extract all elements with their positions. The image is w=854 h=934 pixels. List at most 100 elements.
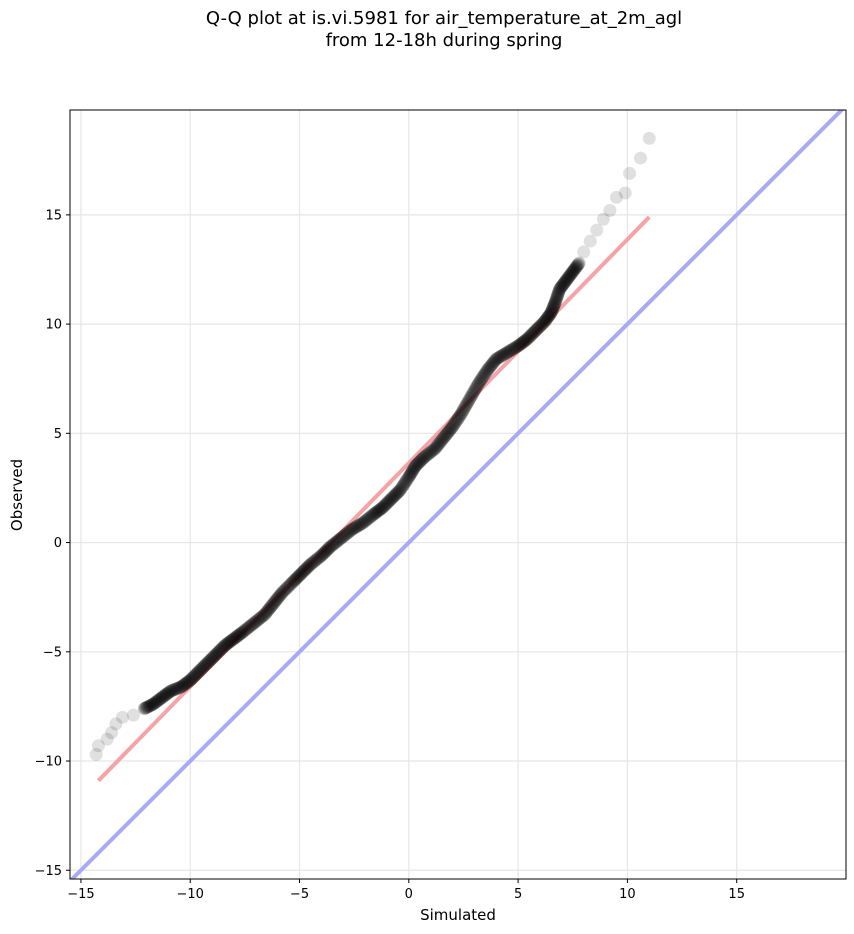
quantile-point — [231, 628, 245, 642]
quantile-point — [313, 550, 327, 564]
quantile-point — [89, 747, 103, 761]
quantile-point — [409, 458, 423, 472]
quantile-point — [403, 469, 417, 483]
quantile-point — [182, 674, 196, 688]
quantile-point — [529, 324, 543, 338]
quantile-point — [502, 345, 516, 359]
quantile-point — [224, 634, 238, 648]
quantile-point — [455, 405, 469, 419]
quantile-point — [408, 460, 422, 474]
quantile-point — [538, 314, 552, 328]
quantile-point — [542, 308, 556, 322]
y-tick-label: −10 — [35, 755, 62, 770]
quantile-point — [299, 562, 313, 576]
quantile-point — [275, 586, 289, 600]
quantile-point — [618, 186, 632, 200]
quantile-point — [324, 539, 338, 553]
quantile-point — [212, 645, 226, 659]
quantile-point — [177, 678, 191, 692]
quantile-point — [571, 258, 585, 272]
quantile-point — [361, 512, 375, 526]
quantile-point — [318, 545, 332, 559]
quantile-point — [321, 542, 335, 556]
quantile-point — [204, 652, 218, 666]
x-tick-label: 0 — [405, 887, 413, 902]
quantile-point — [462, 393, 476, 407]
quantile-point — [109, 717, 123, 731]
grid — [70, 110, 846, 879]
quantile-point — [137, 702, 151, 716]
quantile-point — [290, 571, 304, 585]
quantile-point — [377, 500, 391, 514]
quantile-point — [288, 573, 302, 587]
quantile-point — [185, 671, 199, 685]
quantile-point — [371, 504, 385, 518]
y-tick-label: 15 — [45, 208, 62, 223]
quantile-point — [214, 643, 228, 657]
quantile-point — [166, 683, 180, 697]
quantile-point — [337, 529, 351, 543]
quantile-point — [425, 444, 439, 458]
quantile-point — [564, 267, 578, 281]
quantile-point — [376, 501, 390, 515]
quantile-point — [520, 332, 534, 346]
quantile-point — [499, 346, 513, 360]
quantile-point — [393, 483, 407, 497]
quantile-point — [258, 608, 272, 622]
quantile-point — [323, 540, 337, 554]
quantile-point — [244, 619, 258, 633]
quantile-point — [415, 453, 429, 467]
quantile-point — [431, 438, 445, 452]
quantile-point — [543, 307, 557, 321]
quantile-point — [568, 261, 582, 275]
quantile-point — [372, 503, 386, 517]
y-tick-label: 0 — [54, 536, 62, 551]
quantile-point — [381, 495, 395, 509]
quantile-point — [286, 575, 300, 589]
quantile-point — [402, 470, 416, 484]
chart-title-line-1: Q-Q plot at is.vi.5981 for air_temperatu… — [205, 8, 683, 29]
quantile-point — [146, 697, 160, 711]
quantile-point — [168, 682, 182, 696]
quantile-point — [596, 212, 610, 226]
quantile-point — [394, 481, 408, 495]
quantile-point — [560, 272, 574, 286]
quantile-point — [178, 677, 192, 691]
quantile-point — [563, 268, 577, 282]
quantile-point — [272, 590, 286, 604]
quantile-point — [466, 386, 480, 400]
quantile-point — [144, 698, 158, 712]
quantile-point — [429, 440, 443, 454]
quantile-point — [530, 323, 544, 337]
quantile-point — [150, 694, 164, 708]
quantile-point — [435, 433, 449, 447]
quantile-point — [420, 448, 434, 462]
quantile-point — [572, 256, 586, 270]
quantile-point — [280, 580, 294, 594]
quantile-point — [512, 338, 526, 352]
quantile-point — [497, 347, 511, 361]
quantile-point — [385, 491, 399, 505]
quantile-point — [411, 457, 425, 471]
quantile-point — [247, 616, 261, 630]
quantile-point — [518, 334, 532, 348]
quantile-point — [483, 360, 497, 374]
quantile-point — [496, 348, 510, 362]
quantile-point — [507, 341, 521, 355]
quantile-point — [416, 451, 430, 465]
y-tick-label: 5 — [54, 427, 62, 442]
quantile-point — [312, 551, 326, 565]
quantile-point — [461, 395, 475, 409]
quantile-point — [424, 445, 438, 459]
quantile-point — [154, 691, 168, 705]
quantile-point — [317, 546, 331, 560]
quantile-point — [215, 642, 229, 656]
quantile-point — [138, 701, 152, 715]
quantile-point — [289, 572, 303, 586]
quantile-point — [306, 555, 320, 569]
quantile-point — [309, 553, 323, 567]
quantile-point — [428, 442, 442, 456]
quantile-point — [202, 655, 216, 669]
quantile-point — [183, 673, 197, 687]
